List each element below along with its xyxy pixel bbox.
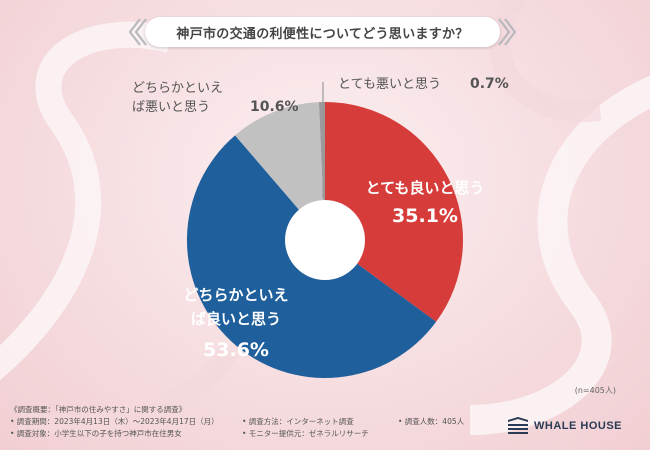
sample-size-label: (n=405人) [574, 386, 616, 395]
donut-hole [285, 200, 365, 280]
slice-value: 0.7% [470, 76, 509, 92]
slice-label: どちらかといえ [132, 81, 223, 96]
title-banner: 神戸市の交通の利便性についてどう思いますか？ [145, 17, 500, 47]
chevron-left-icon [128, 18, 147, 46]
footer-line: • 調査対象：小学生以下の子を持つ神戸市在住男女 [10, 429, 182, 438]
footer-col-3: • 調査人数：405人 [398, 416, 464, 428]
slice-value: 53.6% [203, 339, 269, 361]
slice-value: 35.1% [392, 205, 458, 227]
logo-mark-icon [508, 417, 528, 434]
chart-title: 神戸市の交通の利便性についてどう思いますか？ [176, 26, 469, 42]
whale-house-logo: WHALE HOUSE [508, 417, 622, 435]
slice-label: ば良いと思う [191, 310, 281, 328]
slice-value: 10.6% [250, 99, 299, 115]
logo-text: WHALE HOUSE [534, 420, 622, 432]
slice-label: ば悪いと思う [132, 100, 210, 115]
footer-line: • モニター提供元：ゼネラルリサーチ [242, 429, 369, 438]
footer-col-2: • 調査方法：インターネット調査 • モニター提供元：ゼネラルリサーチ [242, 416, 369, 440]
footer-line: • 調査方法：インターネット調査 [242, 417, 354, 426]
footer-line: • 調査期間：2023年4月13日（木）～2023年4月17日（月） [10, 417, 219, 426]
pie-slice [235, 102, 325, 240]
chevron-right-icon [498, 18, 517, 46]
slice-label: とても悪いと思う [338, 77, 441, 92]
footer-line: 《調査概要：「神戸市の住みやすさ」に関する調査》 [10, 405, 187, 414]
slice-label: とても良いと思う [366, 179, 485, 197]
pie-slice [325, 102, 463, 322]
footer-col-1: 《調査概要：「神戸市の住みやすさ」に関する調査》 • 調査期間：2023年4月1… [10, 404, 219, 440]
footer-line: • 調査人数：405人 [398, 417, 465, 426]
slice-label: どちらかといえ [183, 286, 288, 304]
